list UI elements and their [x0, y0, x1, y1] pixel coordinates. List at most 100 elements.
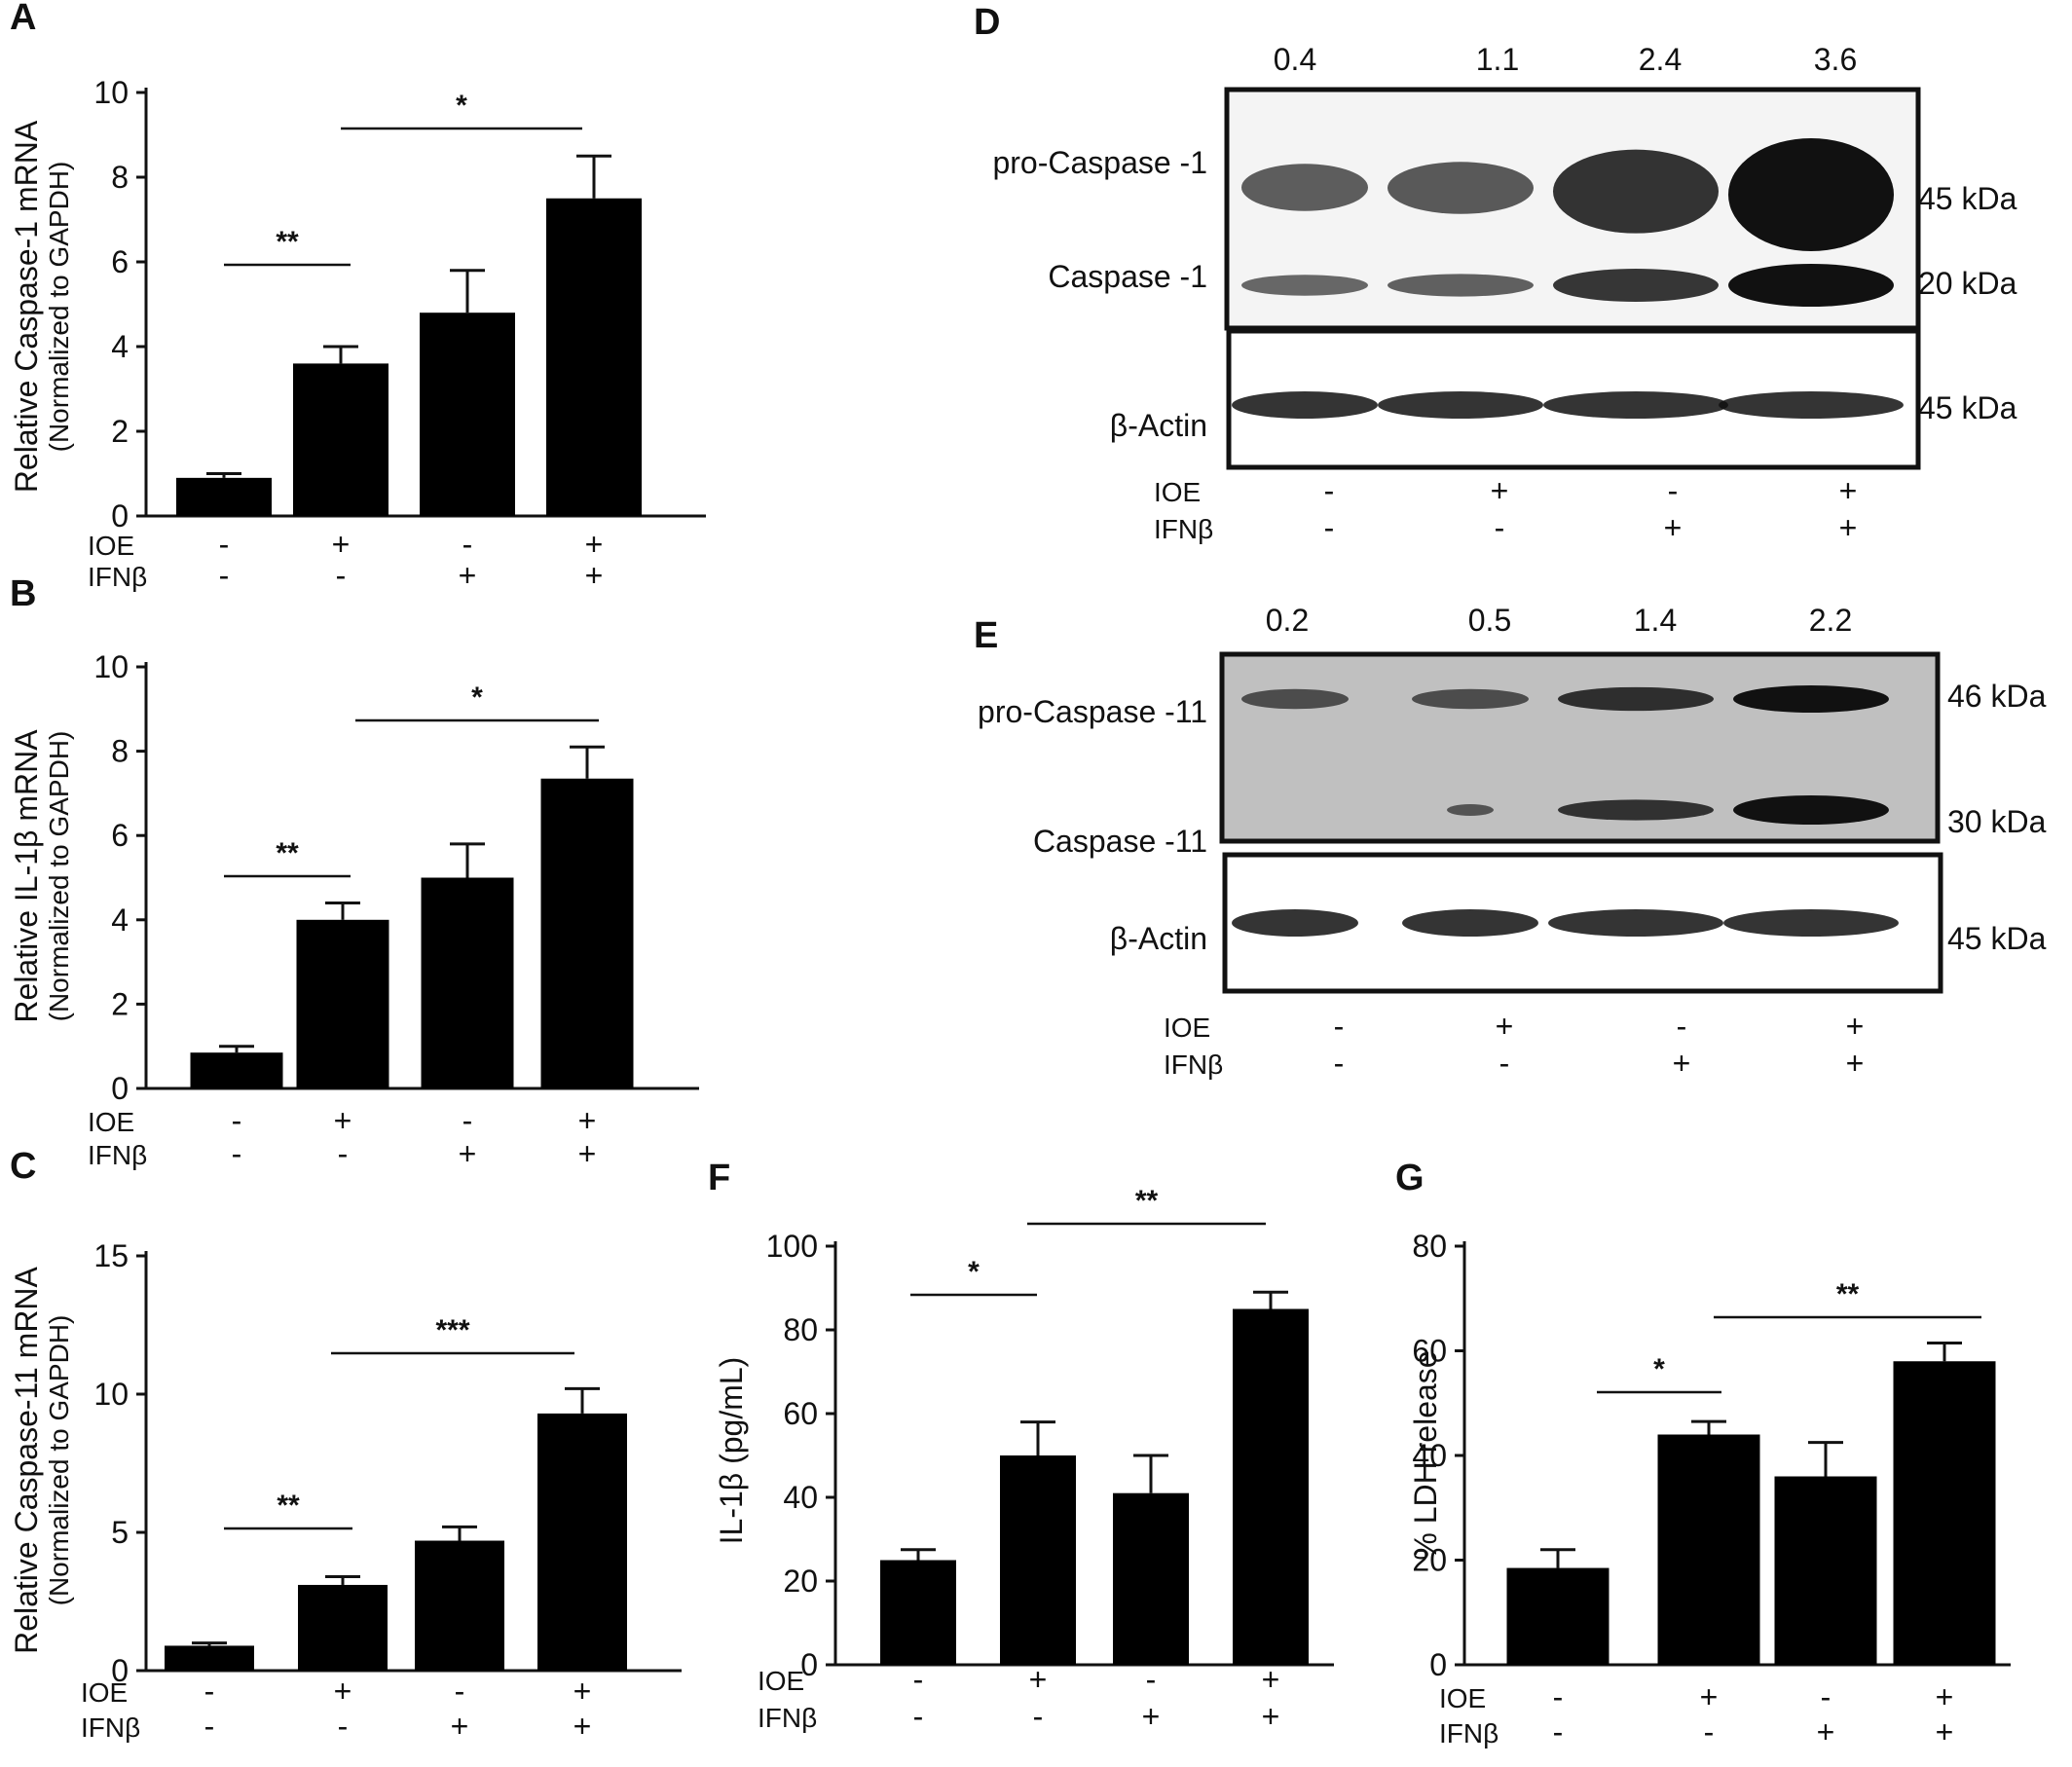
pro-caspase-band: [1412, 688, 1529, 710]
band-label: β-Actin: [1110, 921, 1207, 956]
y-tick-label: 6: [111, 244, 129, 279]
densitometry-ratio: 2.2: [1809, 603, 1852, 638]
ioe-sign: +: [334, 1674, 352, 1709]
y-axis-sublabel: (Normalized to GAPDH): [44, 1315, 74, 1606]
y-tick-label: 4: [111, 902, 129, 938]
ifn-sign: +: [1817, 1714, 1835, 1749]
significance-label: *: [1653, 1353, 1665, 1385]
caspase-band: [1733, 795, 1889, 825]
ioe-sign: -: [1821, 1679, 1832, 1714]
ifn-label: IFNβ: [81, 1712, 140, 1743]
ioe-sign: -: [913, 1662, 924, 1697]
y-tick-label: 8: [111, 734, 129, 769]
panel-letter: C: [10, 1146, 36, 1187]
densitometry-ratio: 2.4: [1639, 42, 1682, 77]
bar: [190, 1052, 283, 1088]
y-tick-label: 0: [111, 1071, 129, 1106]
y-tick-label: 40: [783, 1480, 818, 1515]
significance-label: *: [471, 681, 483, 714]
y-tick-label: 20: [783, 1564, 818, 1599]
ioe-label: IOE: [88, 1107, 134, 1137]
ifn-sign: -: [1499, 1046, 1510, 1081]
band-label: Caspase -1: [1048, 259, 1207, 294]
kda-label: 45 kDa: [1918, 390, 2017, 425]
caspase-band: [1241, 275, 1368, 296]
y-tick-label: 6: [111, 818, 129, 853]
significance-label: **: [1135, 1185, 1159, 1217]
panel-letter: E: [974, 615, 998, 656]
ioe-sign: +: [574, 1674, 592, 1709]
y-tick-label: 10: [93, 649, 129, 684]
ioe-sign: -: [455, 1674, 465, 1709]
ioe-label: IOE: [1154, 477, 1201, 507]
chart-B: B 0 2 4 6 8 10 Relative IL-1β mRNA (Normalized t…: [9, 573, 699, 1171]
pro-caspase-band: [1553, 149, 1719, 234]
significance-label: *: [968, 1256, 980, 1288]
ioe-sign: +: [1496, 1009, 1514, 1044]
bar: [1233, 1308, 1309, 1665]
y-axis-sublabel: (Normalized to GAPDH): [44, 162, 74, 453]
ioe-label: IOE: [81, 1677, 128, 1708]
y-axis-label: Relative Caspase-11 mRNA: [9, 1266, 44, 1653]
bar: [1774, 1476, 1877, 1665]
pro-caspase-band: [1241, 164, 1368, 211]
bar: [880, 1560, 956, 1665]
bar: [1000, 1455, 1076, 1665]
ioe-label: IOE: [1439, 1683, 1486, 1713]
bar: [537, 1413, 627, 1671]
y-tick-label: 60: [783, 1396, 818, 1431]
y-axis-label: % LDH release: [1408, 1350, 1443, 1560]
y-tick-label: 10: [93, 75, 129, 110]
ifn-sign: +: [578, 1136, 597, 1171]
ioe-sign: +: [332, 527, 351, 562]
panel-letter: A: [10, 0, 36, 38]
ioe-sign: +: [1936, 1679, 1954, 1714]
y-tick-label: 100: [766, 1229, 818, 1264]
pro-caspase-band: [1241, 688, 1349, 710]
ioe-sign: -: [462, 1103, 473, 1138]
pro-caspase-band: [1388, 162, 1534, 214]
kda-label: 45 kDa: [1918, 181, 2017, 216]
caspase-band: [1388, 274, 1534, 297]
caspase-band: [1728, 264, 1894, 307]
ifn-sign: +: [585, 558, 604, 593]
blot-E: E 0.2 0.5 1.4 2.2 pro-Caspase -11 Caspase -11 β…: [974, 603, 2047, 1081]
ifn-sign: -: [1324, 510, 1335, 545]
y-tick-label: 0: [800, 1647, 818, 1682]
bar: [415, 1540, 504, 1671]
ioe-sign: -: [1668, 473, 1679, 508]
panel-letter: D: [974, 2, 1000, 43]
y-tick-label: 60: [1412, 1334, 1447, 1369]
ioe-sign: +: [1029, 1662, 1048, 1697]
ifn-sign: +: [1262, 1699, 1280, 1734]
ifn-sign: +: [1673, 1046, 1691, 1081]
ioe-sign: +: [585, 527, 604, 562]
densitometry-ratio: 0.4: [1274, 42, 1316, 77]
y-tick-label: 40: [1412, 1438, 1447, 1473]
ioe-sign: +: [1262, 1662, 1280, 1697]
ifn-sign: -: [1704, 1714, 1715, 1749]
ifn-sign: -: [336, 558, 347, 593]
significance-label: **: [276, 226, 299, 258]
ifn-sign: -: [1495, 510, 1505, 545]
blot-D: D 0.4 1.1 2.4 3.6 pro-Caspase -1 Caspase -1 β-A…: [974, 2, 2017, 545]
band-label: pro-Caspase -1: [992, 145, 1207, 180]
y-tick-label: 80: [1412, 1229, 1447, 1264]
ifn-label: IFNβ: [758, 1703, 817, 1733]
y-tick-label: 0: [111, 1653, 129, 1688]
y-tick-label: 2: [111, 986, 129, 1021]
densitometry-ratio: 1.4: [1634, 603, 1677, 638]
caspase-band: [1447, 804, 1494, 816]
ioe-sign: -: [204, 1674, 215, 1709]
ioe-sign: +: [1700, 1679, 1719, 1714]
y-tick-label: 80: [783, 1312, 818, 1347]
ioe-sign: -: [1324, 473, 1335, 508]
y-tick-label: 15: [93, 1238, 129, 1273]
significance-label: **: [1836, 1278, 1860, 1310]
significance-label: *: [456, 90, 467, 122]
ioe-label: IOE: [88, 531, 134, 561]
chart-A: A 0 2 4 6 8 10 Relative Caspase-1 mRNA (Normaliz…: [9, 0, 706, 593]
